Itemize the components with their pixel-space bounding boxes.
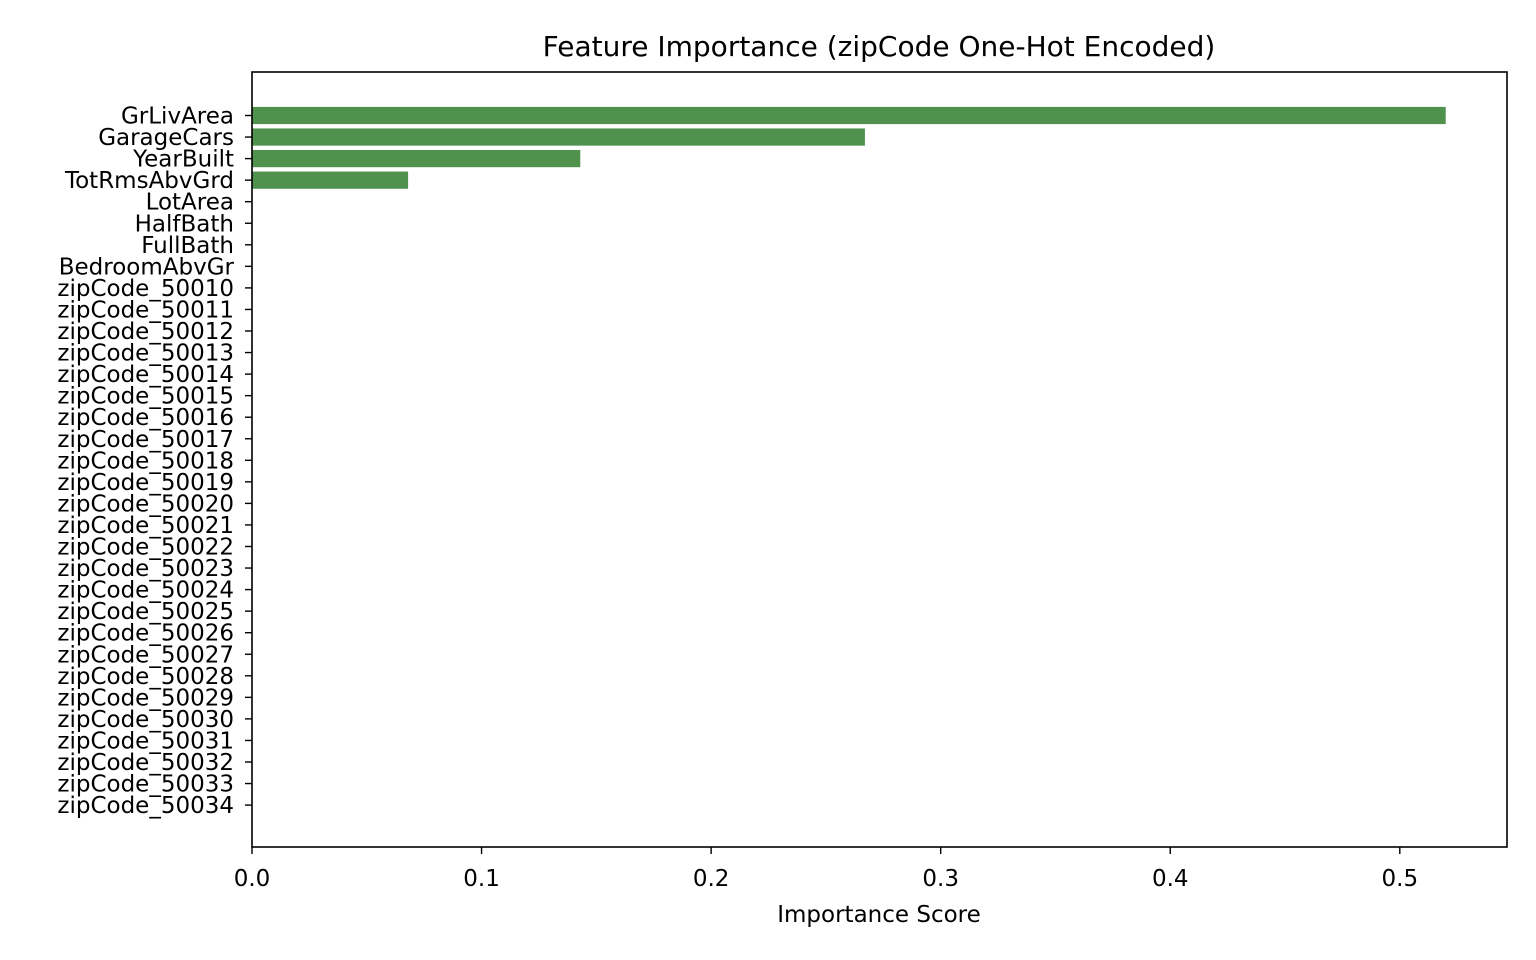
y-tick-label: zipCode_50012 (57, 319, 234, 345)
y-tick-label: zipCode_50030 (57, 707, 234, 733)
y-tick-label: TotRmsAbvGrd (64, 168, 234, 194)
y-tick-label: zipCode_50025 (57, 599, 234, 625)
chart-title: Feature Importance (zipCode One-Hot Enco… (543, 30, 1216, 63)
y-tick-label: FullBath (141, 233, 234, 259)
y-tick-label: zipCode_50017 (57, 427, 234, 453)
y-tick-label: zipCode_50010 (57, 276, 234, 302)
y-tick-label: zipCode_50014 (57, 362, 234, 388)
y-tick-label: zipCode_50026 (57, 621, 234, 647)
x-tick-label: 0.2 (693, 866, 730, 892)
y-tick-label: zipCode_50034 (57, 793, 234, 819)
y-tick-label: zipCode_50027 (57, 642, 234, 668)
y-tick-label: zipCode_50019 (57, 470, 234, 496)
y-axis: GrLivAreaGarageCarsYearBuiltTotRmsAbvGrd… (57, 104, 252, 819)
y-tick-label: GrLivArea (121, 104, 234, 130)
y-tick-label: zipCode_50021 (57, 513, 234, 539)
plot-frame (251, 71, 1508, 848)
x-tick-label: 0.4 (1152, 866, 1189, 892)
x-axis-label: Importance Score (777, 902, 981, 928)
x-tick-label: 0.3 (922, 866, 959, 892)
y-tick-label: BedroomAbvGr (59, 254, 235, 280)
y-tick-label: zipCode_50028 (57, 664, 234, 690)
y-tick-label: zipCode_50029 (57, 685, 234, 711)
y-tick-label: HalfBath (135, 211, 234, 237)
y-tick-label: zipCode_50022 (57, 535, 234, 561)
y-tick-label: GarageCars (98, 125, 234, 151)
x-tick-label: 0.1 (463, 866, 500, 892)
y-tick-label: YearBuilt (132, 147, 234, 173)
y-tick-label: zipCode_50015 (57, 384, 234, 410)
bar (252, 171, 409, 189)
x-tick-label: 0.5 (1382, 866, 1419, 892)
bar (252, 106, 1446, 125)
y-tick-label: zipCode_50011 (57, 297, 234, 323)
y-tick-label: zipCode_50033 (57, 772, 234, 798)
y-tick-label: zipCode_50032 (57, 750, 234, 776)
y-tick-label: zipCode_50023 (57, 556, 234, 582)
x-tick-label: 0.0 (234, 866, 271, 892)
bar (252, 128, 865, 146)
y-tick-label: LotArea (146, 190, 234, 216)
x-axis: 0.0 0.1 0.2 0.3 0.4 0.5 (234, 847, 1418, 892)
y-tick-label: zipCode_50024 (57, 578, 234, 604)
bar (252, 150, 581, 168)
bars-group (252, 106, 1446, 189)
y-tick-label: zipCode_50031 (57, 728, 234, 754)
y-tick-label: zipCode_50016 (57, 405, 234, 431)
y-tick-label: zipCode_50013 (57, 341, 234, 367)
y-tick-label: zipCode_50018 (57, 448, 234, 474)
y-tick-label: zipCode_50020 (57, 491, 234, 517)
